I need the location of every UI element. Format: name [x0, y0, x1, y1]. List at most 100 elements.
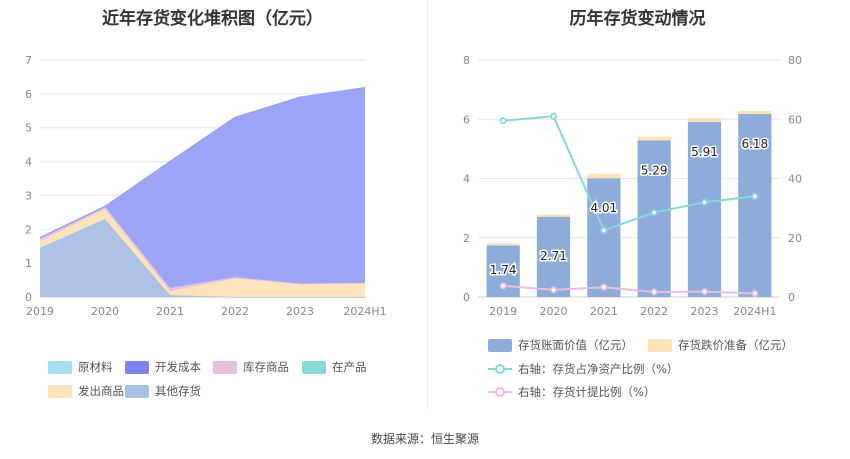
- x-tick-label: 2021: [156, 305, 184, 318]
- area-开发成本: [40, 87, 365, 288]
- left-stacked-area-chart: 0 1 2 3 4 5 6 7 2019 2020 2021 2022 2023 2024H1: [25, 54, 387, 318]
- y-tick-label: 4: [25, 156, 32, 169]
- legend-label: 右轴：存货占净资产比例（%）: [518, 362, 679, 376]
- legend-label: 其他存货: [155, 384, 201, 398]
- legend-swatch: [488, 385, 512, 399]
- line-point: [650, 288, 658, 296]
- y-tick-label: 7: [25, 54, 32, 67]
- y-left-tick-label: 6: [463, 113, 470, 126]
- chart-divider: [427, 0, 428, 410]
- y-tick-label: 3: [25, 189, 32, 202]
- line-右轴：存货占净资产比例（%）: [503, 115, 755, 232]
- y-tick-label: 1: [25, 257, 32, 270]
- legend-item[interactable]: 存货账面价值（亿元）: [488, 337, 633, 353]
- x-tick-label: 2023: [691, 305, 719, 318]
- y-right-tick-label: 40: [788, 173, 802, 186]
- y-left-tick-label: 8: [463, 54, 470, 67]
- x-tick-label: 2023: [286, 305, 314, 318]
- bar-impairment: [587, 173, 621, 179]
- legend-item[interactable]: 右轴：存货计提比例（%）: [488, 384, 655, 400]
- y-tick-label: 6: [25, 88, 32, 101]
- legend-swatch: [48, 360, 72, 374]
- legend-item[interactable]: 发出商品: [48, 383, 124, 399]
- bar-data-label: 5.29: [641, 163, 668, 177]
- data-source-note: 数据来源：恒生聚源: [370, 432, 479, 446]
- area-edge-开发成本: [39, 87, 366, 239]
- line-point: [499, 282, 507, 290]
- legend-label: 原材料: [78, 360, 113, 374]
- legend-swatch: [302, 360, 326, 374]
- y-tick-label: 5: [25, 122, 32, 135]
- line-point: [600, 283, 608, 291]
- legend-label: 存货跌价准备（亿元）: [678, 338, 793, 352]
- y-left-tick-label: 4: [463, 173, 470, 186]
- line-point: [499, 117, 507, 125]
- bar-book-value: [738, 113, 772, 297]
- bar-impairment: [687, 118, 722, 122]
- line-右轴：存货计提比例（%）: [503, 284, 755, 295]
- legend-item[interactable]: 开发成本: [125, 359, 201, 375]
- bar-impairment: [637, 136, 671, 141]
- y-tick-label: 0: [25, 291, 32, 304]
- bar-book-value: [687, 121, 722, 297]
- y-tick-label: 2: [25, 223, 32, 236]
- line-point: [751, 289, 759, 297]
- bar-book-value: [587, 178, 621, 297]
- legend-swatch: [488, 362, 512, 376]
- legend-item[interactable]: 在产品: [302, 359, 367, 375]
- line-point: [751, 192, 759, 200]
- bar-data-label: 1.74: [490, 263, 517, 277]
- legend-item[interactable]: 库存商品: [213, 359, 289, 375]
- y-right-tick-label: 80: [788, 54, 802, 67]
- bar-book-value: [536, 216, 571, 297]
- x-tick-label: 2021: [590, 305, 618, 318]
- area-发出商品: [40, 208, 365, 297]
- legend-swatch: [213, 360, 237, 374]
- legend-item[interactable]: 右轴：存货占净资产比例（%）: [488, 361, 678, 377]
- y-right-tick-label: 20: [788, 232, 802, 245]
- legend-label: 在产品: [332, 360, 367, 374]
- legend-swatch: [48, 384, 72, 398]
- line-point: [600, 226, 608, 234]
- legend-label: 库存商品: [243, 360, 289, 374]
- bar-data-label: 4.01: [590, 201, 617, 215]
- line-point: [550, 286, 558, 294]
- line-point: [550, 112, 558, 120]
- bar-data-label: 6.18: [741, 137, 768, 151]
- line-point: [650, 209, 658, 217]
- bar-impairment: [536, 214, 571, 217]
- x-tick-label: 2022: [640, 305, 668, 318]
- legend-swatch: [125, 360, 149, 374]
- legend-label: 发出商品: [78, 384, 124, 398]
- left-chart-title: 近年存货变化堆积图（亿元）: [102, 9, 323, 29]
- bar-book-value: [637, 140, 671, 297]
- x-tick-label: 2019: [489, 305, 517, 318]
- y-left-tick-label: 2: [463, 232, 470, 245]
- x-tick-label: 2019: [26, 305, 54, 318]
- x-tick-label: 2020: [540, 305, 568, 318]
- line-point: [701, 198, 709, 206]
- x-tick-label: 2024H1: [733, 305, 776, 318]
- x-tick-label: 2022: [221, 305, 249, 318]
- legend-swatch: [125, 384, 149, 398]
- legend-label: 存货账面价值（亿元）: [518, 338, 633, 352]
- bar-impairment: [738, 110, 772, 114]
- legend-label: 开发成本: [155, 360, 201, 374]
- legend-label: 右轴：存货计提比例（%）: [518, 385, 656, 399]
- bar-data-label: 2.71: [540, 249, 567, 263]
- y-left-tick-label: 0: [463, 291, 470, 304]
- x-tick-label: 2020: [91, 305, 119, 318]
- bar-data-label: 5.91: [691, 145, 718, 159]
- x-tick-label: 2024H1: [343, 305, 386, 318]
- legend-swatch: [488, 338, 512, 352]
- legend-item[interactable]: 其他存货: [125, 383, 201, 399]
- legend-swatch: [648, 338, 672, 352]
- legend-item[interactable]: 存货跌价准备（亿元）: [648, 337, 793, 353]
- bar-impairment: [486, 243, 520, 246]
- legend-item[interactable]: 原材料: [48, 359, 113, 375]
- y-right-tick-label: 60: [788, 113, 802, 126]
- y-right-tick-label: 0: [788, 291, 795, 304]
- right-chart-title: 历年存货变动情况: [569, 9, 706, 29]
- line-point: [701, 288, 709, 296]
